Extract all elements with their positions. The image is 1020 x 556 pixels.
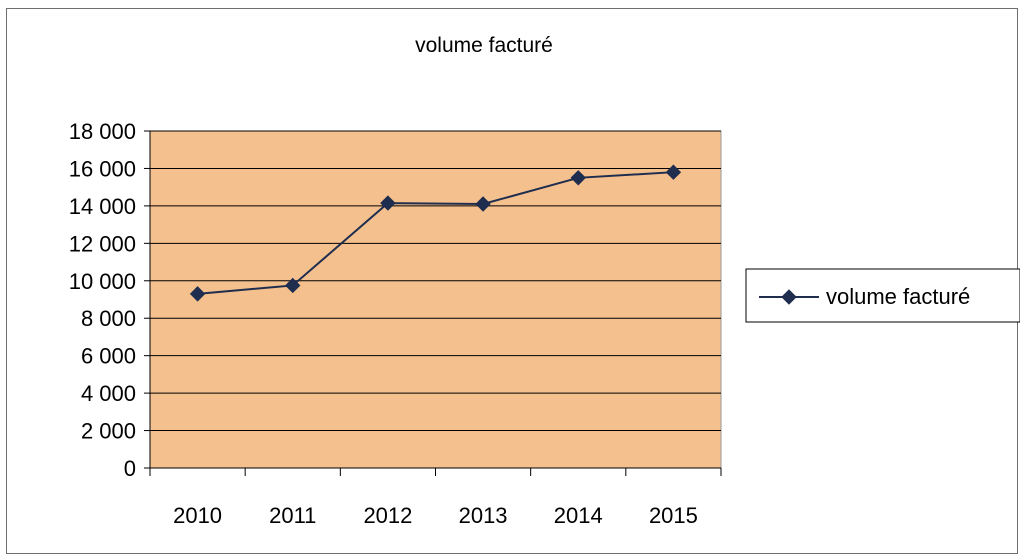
y-tick-label: 2 000 bbox=[81, 419, 136, 444]
series-layer bbox=[189, 164, 682, 302]
data-point-marker bbox=[189, 286, 206, 302]
legend-label: volume facturé bbox=[826, 284, 970, 309]
y-tick-label: 16 000 bbox=[69, 156, 136, 181]
legend-diamond-icon bbox=[781, 289, 797, 305]
y-tick-label: 0 bbox=[124, 456, 136, 481]
x-tick-label: 2011 bbox=[269, 503, 316, 528]
data-point-marker bbox=[475, 196, 491, 212]
data-point-marker bbox=[380, 195, 396, 211]
y-tick-label: 4 000 bbox=[81, 381, 136, 406]
data-point-marker bbox=[570, 170, 586, 186]
y-tick-label: 18 000 bbox=[69, 119, 136, 144]
series-line bbox=[197, 171, 674, 295]
y-tick-label: 8 000 bbox=[81, 306, 136, 331]
x-tick-label: 2012 bbox=[363, 503, 412, 528]
chart-title: volume facturé bbox=[415, 34, 553, 57]
x-axis: 2010 2011 2012 2013 2014 2015 bbox=[149, 467, 722, 528]
y-axis: 0 2 000 4 000 6 000 8 000 10 000 12 000 14 000 1… bbox=[69, 119, 151, 481]
plot-area bbox=[149, 130, 722, 469]
y-tick-label: 10 000 bbox=[69, 269, 136, 294]
legend: volume facturé bbox=[745, 268, 1020, 323]
x-tick-label: 2010 bbox=[173, 503, 222, 528]
y-tick-label: 6 000 bbox=[81, 344, 136, 369]
y-tick-label: 14 000 bbox=[69, 194, 136, 219]
data-point-marker bbox=[665, 164, 682, 180]
x-tick-label: 2014 bbox=[554, 503, 603, 528]
x-tick-label: 2015 bbox=[649, 503, 698, 528]
data-point-marker bbox=[285, 277, 301, 294]
gridlines bbox=[150, 130, 721, 432]
x-tick-label: 2013 bbox=[459, 503, 508, 528]
y-tick-label: 12 000 bbox=[69, 231, 136, 256]
